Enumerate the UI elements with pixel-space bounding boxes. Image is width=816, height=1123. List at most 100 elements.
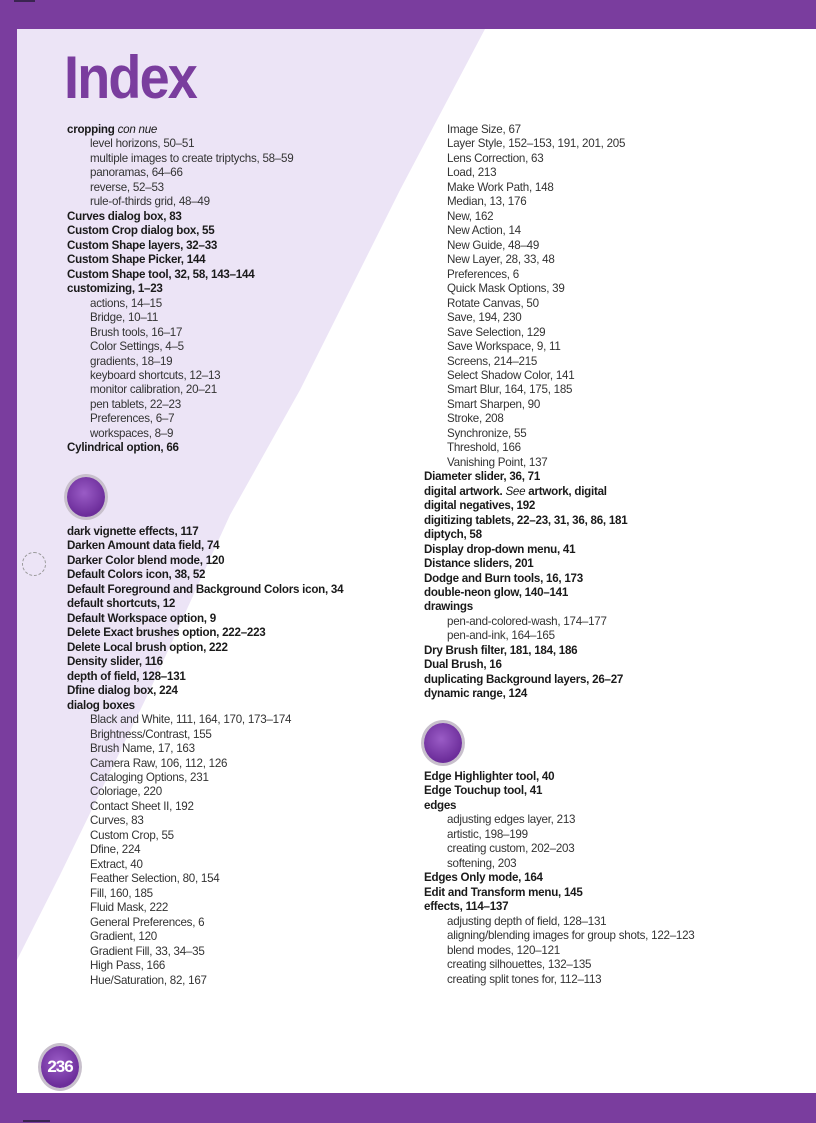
entry-text: Dfine, 224	[90, 843, 141, 857]
entry-text: Cylindrical option, 66	[67, 441, 179, 455]
index-subentry: keyboard shortcuts, 12–13	[67, 369, 293, 383]
entry-text: Bridge, 10–11	[90, 311, 159, 325]
index-entry: drawings	[424, 600, 627, 614]
index-subentry: Lens Correction, 63	[424, 152, 627, 166]
entry-text: cropping	[67, 123, 115, 136]
entry-text: Delete Local brush option, 222	[67, 640, 228, 654]
index-subentry: Screens, 214–215	[424, 355, 627, 369]
index-entry: dialog boxes	[67, 699, 343, 713]
entry-text: gradients, 18–19	[90, 354, 173, 368]
index-subentry: workspaces, 8–9	[67, 427, 293, 441]
index-subentry: Median, 13, 176	[424, 195, 627, 209]
entry-text: Rotate Canvas, 50	[447, 296, 539, 310]
index-subentry: Vanishing Point, 137	[424, 456, 627, 470]
entry-text: New, 162	[447, 209, 494, 223]
entry-italic-text: con nue	[117, 123, 158, 136]
index-subentry: Select Shadow Color, 141	[424, 369, 627, 383]
top-border	[0, 0, 816, 29]
entry-text: creating split tones for, 112–113	[447, 972, 602, 986]
index-subentry: Hue/Saturation, 82, 167	[67, 974, 343, 988]
index-entry: Edge Highlighter tool, 40	[424, 770, 695, 784]
index-entry: digital negatives, 192	[424, 499, 627, 513]
index-subentry: Rotate Canvas, 50	[424, 297, 627, 311]
entry-text: depth of field, 128–131	[67, 669, 186, 683]
index-entry: diptych, 58	[424, 528, 627, 542]
entry-text: Screens, 214–215	[447, 354, 538, 368]
crop-mark	[23, 1120, 50, 1122]
entry-text: Distance sliders, 201	[424, 557, 534, 571]
entry-text: creating silhouettes, 132–135	[447, 958, 592, 972]
entry-text: Select Shadow Color, 141	[447, 368, 575, 382]
index-subentry: artistic, 198–199	[424, 828, 695, 842]
page-title: Index	[64, 44, 198, 111]
index-entry: Default Foreground and Background Colors…	[67, 582, 344, 597]
entry-text: Layer Style, 152–153, 191, 201, 205	[447, 137, 626, 151]
entry-text: blend modes, 120–121	[447, 943, 560, 957]
entry-text: Edge Highlighter tool, 40	[424, 770, 555, 783]
entry-text: Cataloging Options, 231	[90, 770, 209, 784]
entry-text: dark vignette effects, 117	[67, 525, 199, 538]
entry-text: New Layer, 28, 33, 48	[447, 253, 555, 267]
index-subentry: Fill, 160, 185	[67, 887, 343, 901]
entry-text: Hue/Saturation, 82, 167	[90, 973, 207, 987]
index-entry: Custom Shape layers, 32–33	[67, 239, 293, 253]
index-entry: Default Colors icon, 38, 52	[67, 568, 343, 582]
index-column-left-bottom: dark vignette effects, 117 Darken Amount …	[67, 525, 344, 988]
index-subentry: Save, 194, 230	[424, 311, 627, 325]
index-subentry: New Layer, 28, 33, 48	[424, 253, 627, 267]
index-entry: Custom Shape tool, 32, 58, 143–144	[67, 268, 293, 282]
entry-text: Density slider, 116	[67, 655, 163, 669]
index-entry: effects, 114–137	[424, 900, 695, 914]
index-entry: edges	[424, 799, 695, 813]
entry-text: Lens Correction, 63	[447, 151, 544, 165]
entry-text-continued: artwork, digital	[525, 484, 607, 498]
index-entry: cropping con nue	[67, 123, 293, 137]
entry-text: Synchronize, 55	[447, 426, 527, 440]
entry-text: Vanishing Point, 137	[447, 455, 548, 469]
entry-text: Edges Only mode, 164	[424, 871, 543, 885]
index-entry: Delete Local brush option, 222	[67, 641, 343, 655]
index-subentry: reverse, 52–53	[67, 181, 293, 195]
index-column-left-top: cropping con nue level horizons, 50–51 mul…	[67, 123, 294, 456]
entry-text: Darken Amount data field, 74	[67, 539, 220, 553]
entry-text: Default Foreground and Background Colors…	[67, 582, 344, 596]
index-subentry: Layer Style, 152–153, 191, 201, 205	[424, 137, 627, 151]
entry-text: Dry Brush filter, 181, 184, 186	[424, 643, 578, 657]
index-entry: dark vignette effects, 117	[67, 525, 343, 539]
entry-text: Dual Brush, 16	[424, 658, 502, 672]
entry-text: workspaces, 8–9	[90, 426, 174, 440]
index-subentry: Brightness/Contrast, 155	[67, 728, 343, 742]
index-subentry: Coloriage, 220	[67, 785, 343, 799]
index-subentry: Quick Mask Options, 39	[424, 282, 627, 296]
index-subentry: creating split tones for, 112–113	[424, 973, 695, 987]
index-subentry: multiple images to create triptychs, 58–…	[67, 152, 294, 166]
index-entry: duplicating Background layers, 26–27	[424, 673, 627, 687]
entry-text: Custom Shape Picker, 144	[67, 253, 206, 267]
index-subentry: High Pass, 166	[67, 959, 343, 973]
index-subentry: Smart Sharpen, 90	[424, 398, 627, 412]
index-subentry: level horizons, 50–51	[67, 137, 293, 151]
index-entry: Dfine dialog box, 224	[67, 684, 343, 698]
entry-italic-text: See	[505, 484, 526, 498]
entry-text: Save Selection, 129	[447, 325, 546, 339]
entry-text: Custom Crop, 55	[90, 828, 174, 842]
bottom-border	[0, 1093, 816, 1123]
entry-text: digital negatives, 192	[424, 499, 536, 513]
entry-text: Image Size, 67	[447, 123, 521, 136]
entry-text: effects, 114–137	[424, 900, 509, 914]
index-entry: Dual Brush, 16	[424, 658, 627, 672]
entry-text: Custom Shape tool, 32, 58, 143–144	[67, 267, 255, 281]
entry-text: Quick Mask Options, 39	[447, 282, 565, 296]
entry-text: Delete Exact brushes option, 222–223	[67, 626, 266, 640]
index-subentry: pen tablets, 22–23	[67, 398, 293, 412]
index-subentry: Gradient, 120	[67, 930, 343, 944]
index-subentry: panoramas, 64–66	[67, 166, 293, 180]
entry-text: Brightness/Contrast, 155	[90, 727, 212, 741]
entry-text: actions, 14–15	[90, 296, 162, 310]
entry-text: Display drop-down menu, 41	[424, 542, 576, 556]
index-subentry: Preferences, 6	[424, 268, 627, 282]
index-entry: Default Workspace option, 9	[67, 612, 343, 626]
index-subentry: Image Size, 67	[424, 123, 627, 137]
left-border	[0, 0, 17, 1123]
